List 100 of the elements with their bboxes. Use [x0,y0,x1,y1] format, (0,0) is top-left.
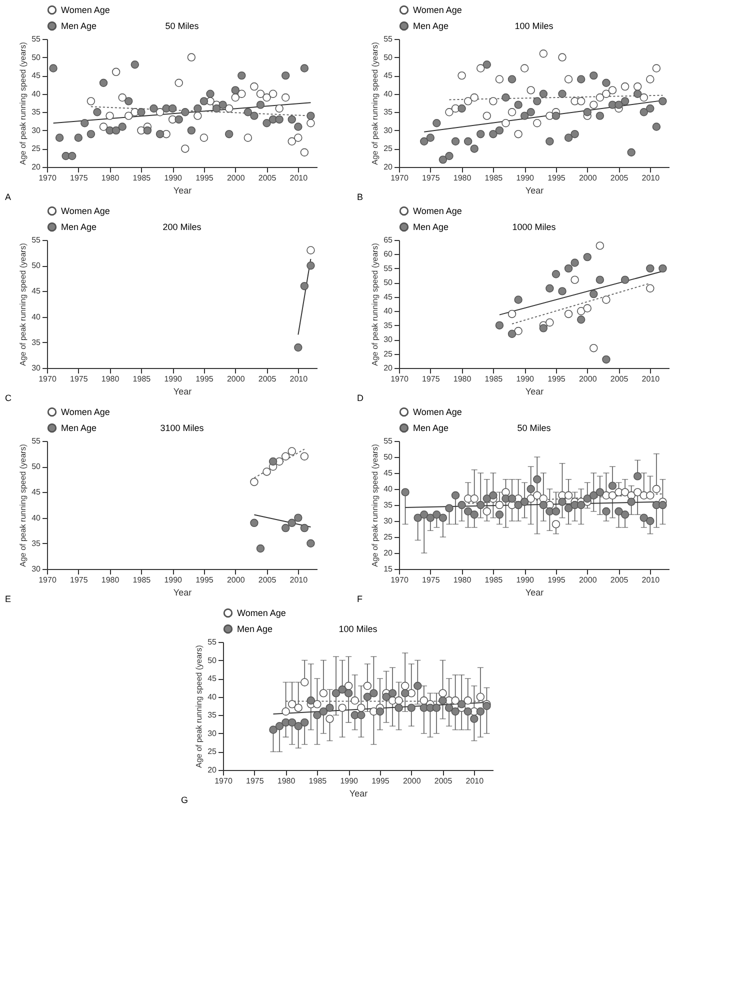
x-tick-label: 2005 [258,174,277,182]
point [539,50,548,58]
point [294,722,302,730]
point [495,321,504,330]
point [620,488,630,496]
point [633,82,642,91]
y-tick-label: 25 [208,747,218,756]
point [288,518,296,528]
point [156,108,164,116]
point [514,130,522,138]
point [476,64,485,72]
point [432,704,441,712]
point [502,119,510,128]
point [288,115,296,124]
x-tick-label: 2000 [402,776,422,786]
point [495,126,504,135]
y-tick-label: 40 [384,306,394,316]
point [658,97,667,106]
point [508,108,516,116]
point [526,484,535,494]
x-tick-label: 2000 [226,576,246,584]
x-axis-title: Year [173,588,192,598]
point [256,100,265,109]
point [394,704,403,712]
point [268,457,278,466]
point [319,689,328,698]
point [181,144,190,153]
text: D [357,393,364,403]
point [388,689,397,698]
point [570,276,579,284]
point [583,304,592,312]
point [627,148,636,156]
point [313,700,322,708]
point [576,316,586,324]
y-tick-label: 40 [32,513,42,522]
y-tick-label: 40 [384,484,394,494]
point [470,510,478,519]
point [181,108,190,116]
x-tick-label: 1975 [70,174,88,182]
x-tick-label: 1975 [422,576,440,584]
y-tick-label: 25 [32,144,42,154]
point [250,478,258,486]
legend-label: Women Age [61,5,110,15]
x-tick-label: 2000 [578,174,598,182]
point [294,134,302,142]
x-tick-label: 1985 [132,174,152,182]
x-tick-label: 2010 [466,776,484,786]
point [294,122,302,131]
x-axis-title: Year [173,186,192,196]
point [275,104,284,113]
x-tick-label: 1995 [548,576,566,584]
point [438,696,447,705]
chart-title: 3100 Miles [160,423,204,433]
point [514,100,522,109]
point [275,115,284,124]
point [218,100,227,109]
point [400,682,410,690]
point [432,119,441,128]
x-tick-label: 2000 [578,374,598,384]
point [570,130,579,138]
point [470,714,478,723]
point [200,97,208,106]
point [357,711,366,720]
x-tick-label: 1995 [372,776,390,786]
y-tick-label: 20 [32,162,42,172]
y-tick-label: 45 [384,468,394,478]
y-tick-label: 30 [384,126,394,135]
point [583,494,592,503]
point [464,707,472,716]
point [658,500,667,510]
point [652,64,661,72]
point [576,75,586,84]
y-tick-label: 50 [32,462,42,472]
y-tick-label: 45 [208,674,218,684]
point [432,510,441,519]
point [300,678,309,686]
point [558,90,566,98]
x-tick-label: 1980 [101,576,120,584]
point [482,507,492,516]
point [564,134,573,142]
point [652,122,661,131]
point [414,682,422,690]
x-tick-label: 1970 [38,374,57,384]
point [533,97,542,106]
point [470,494,478,503]
x-tick-label: 1985 [484,576,504,584]
point [646,516,654,526]
point [426,514,435,522]
point [420,696,428,705]
x-tick-label: 2005 [434,776,453,786]
point [281,71,290,80]
point [590,290,598,298]
x-tick-label: 1970 [390,374,409,384]
y-tick-label: 30 [384,516,394,526]
point [552,112,560,120]
x-tick-label: 1985 [308,776,328,786]
point [112,68,120,76]
point [281,524,290,532]
point [489,491,498,500]
point [514,296,522,304]
